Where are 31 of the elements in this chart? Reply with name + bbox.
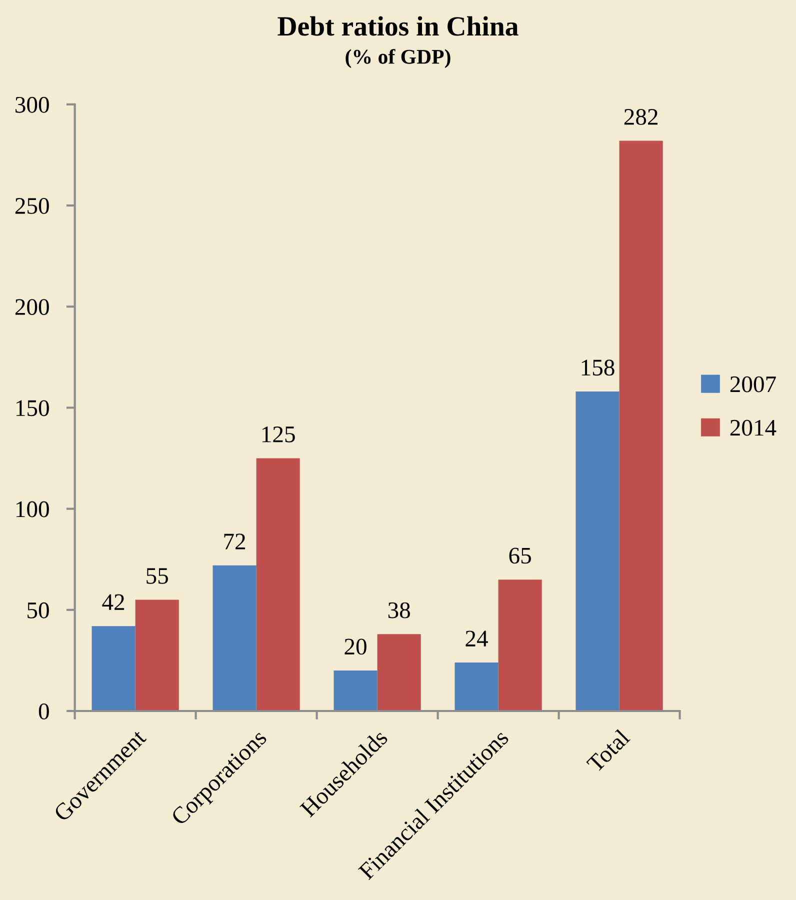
bar <box>135 600 179 711</box>
bar <box>92 626 136 711</box>
y-tick-label: 0 <box>38 703 49 720</box>
bar <box>498 580 542 711</box>
y-tick-label: 200 <box>15 299 49 316</box>
data-label: 55 <box>146 568 168 584</box>
data-label: 42 <box>102 594 124 610</box>
y-tick-label: 250 <box>15 198 49 214</box>
bar <box>377 634 421 711</box>
bar <box>212 565 256 711</box>
data-label: 20 <box>344 638 366 655</box>
bar <box>256 458 300 711</box>
data-label: 125 <box>262 426 295 442</box>
y-tick-label: 50 <box>28 602 49 618</box>
chart-title: Debt ratios in China <box>278 16 518 36</box>
data-label: 38 <box>388 602 410 618</box>
bar <box>334 670 378 711</box>
y-tick-label: 300 <box>16 96 49 113</box>
legend-label: 2014 <box>730 420 776 436</box>
data-label: 282 <box>624 108 658 125</box>
bar <box>576 392 620 711</box>
data-label: 65 <box>509 548 531 564</box>
legend-label: 2007 <box>730 376 776 392</box>
y-tick-label: 150 <box>16 400 49 416</box>
data-label: 158 <box>582 360 614 376</box>
data-label: 24 <box>466 630 488 646</box>
bar <box>619 140 663 711</box>
bar <box>454 662 498 711</box>
chart-subtitle: (% of GDP) <box>346 48 450 68</box>
y-tick-label: 100 <box>16 501 49 518</box>
data-label: 72 <box>224 534 246 550</box>
